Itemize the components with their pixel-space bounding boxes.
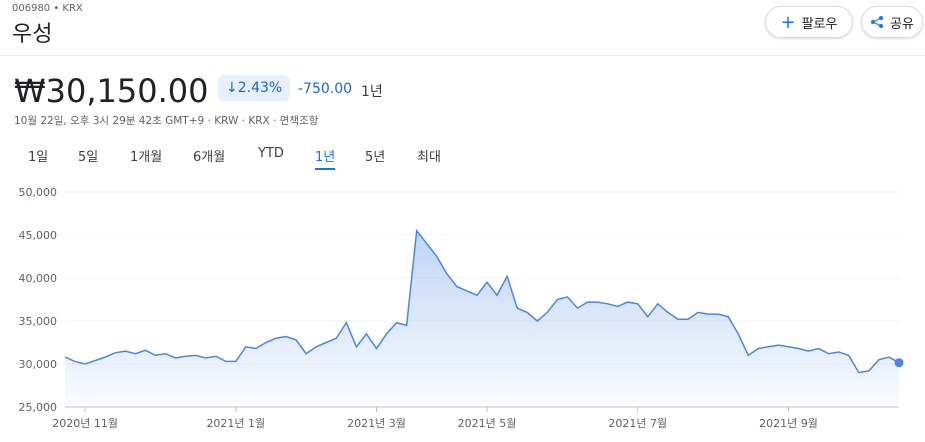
- share-label: 공유: [890, 16, 914, 32]
- change-pct-badge: ↓2.43%: [218, 75, 291, 101]
- range-tab[interactable]: 1일: [28, 150, 49, 165]
- x-tick-label: 2021년 3월: [347, 417, 406, 430]
- x-tick-label: 2020년 11월: [52, 417, 118, 430]
- range-tab[interactable]: 1년: [315, 146, 336, 170]
- area-fill: [65, 230, 899, 407]
- price: ₩30,150.00: [14, 72, 209, 110]
- x-tick-label: 2021년 7월: [608, 417, 667, 430]
- range-tab[interactable]: 5년: [365, 150, 386, 165]
- range-tab[interactable]: YTD: [258, 146, 284, 161]
- y-tick-label: 35,000: [19, 315, 58, 328]
- x-tick-label: 2021년 1월: [206, 417, 265, 430]
- y-tick-label: 30,000: [19, 358, 58, 371]
- divider: [0, 55, 925, 56]
- range-tab[interactable]: 1개월: [130, 150, 163, 165]
- y-tick-label: 40,000: [19, 272, 58, 285]
- share-button[interactable]: 공유: [861, 6, 923, 38]
- follow-button[interactable]: + 팔로우: [765, 6, 853, 38]
- y-tick-label: 50,000: [19, 186, 58, 199]
- range-tab[interactable]: 5일: [78, 150, 99, 165]
- timestamp: 10월 22일, 오후 3시 29분 42초 GMT+9 · KRW · KRX…: [14, 115, 319, 127]
- y-tick-label: 25,000: [19, 401, 58, 414]
- range-tab[interactable]: 6개월: [193, 150, 226, 165]
- follow-label: 팔로우: [801, 16, 838, 32]
- change-pct: 2.43%: [237, 80, 283, 96]
- ticker: 006980 • KRX: [12, 3, 83, 14]
- price-line: [64, 228, 900, 374]
- stock-name: 우성: [12, 22, 53, 47]
- chart: 25,000 30,000 35,000 40,000 45,000 50,000 2020…: [19, 186, 904, 430]
- range-tab[interactable]: 최대: [417, 150, 441, 165]
- x-tick-label: 2021년 9월: [759, 417, 818, 430]
- share-icon: [871, 16, 884, 28]
- period: 1년: [361, 84, 383, 100]
- change: -750.00: [298, 81, 353, 97]
- y-tick-label: 45,000: [19, 229, 58, 242]
- x-tick-label: 2021년 5월: [458, 417, 517, 430]
- last-point: [894, 358, 904, 368]
